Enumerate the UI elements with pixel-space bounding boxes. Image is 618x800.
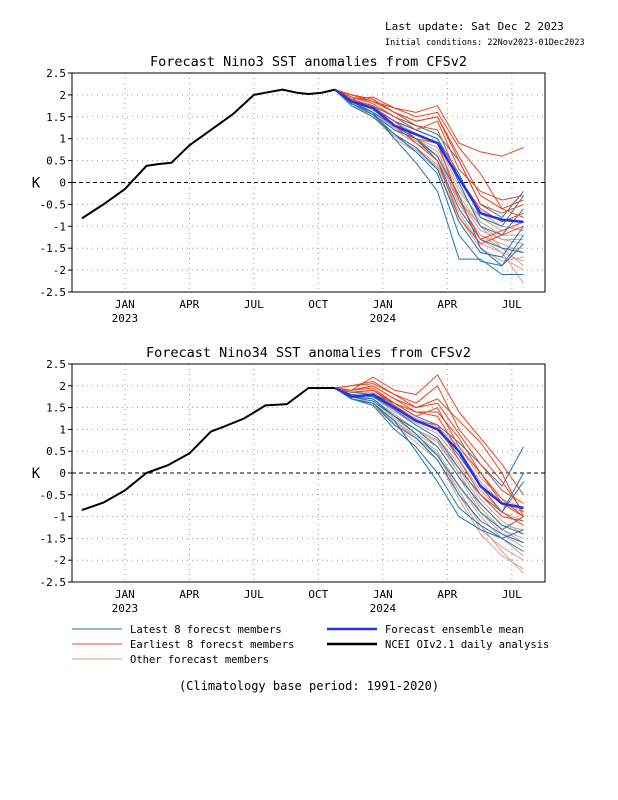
earliest-member-line — [334, 89, 524, 245]
observed-analysis-line — [81, 88, 336, 220]
x-tick-year-label: 2024 — [370, 602, 397, 615]
y-tick-label: -1 — [53, 511, 66, 524]
y-tick-label: 1.5 — [46, 111, 66, 124]
y-axis-label: K — [32, 176, 41, 192]
x-tick-year-label: 2024 — [370, 312, 397, 325]
x-tick-year-label: 2023 — [112, 602, 139, 615]
y-axis-label: K — [32, 466, 41, 482]
legend-label: Other forecast members — [130, 654, 269, 666]
earliest-member-line — [334, 383, 524, 504]
chart-title: Forecast Nino3 SST anomalies from CFSv2 — [150, 54, 467, 70]
x-tick-label: APR — [437, 588, 457, 601]
earliest-member-line — [334, 385, 524, 518]
y-tick-label: 0.5 — [46, 155, 66, 168]
x-tick-label: JUL — [244, 298, 264, 311]
x-tick-label: JUL — [502, 588, 522, 601]
y-tick-label: -0.5 — [40, 198, 67, 211]
x-tick-label: JAN — [373, 588, 393, 601]
x-tick-label: JAN — [373, 298, 393, 311]
legend-label: NCEI OIv2.1 daily analysis — [385, 639, 549, 651]
x-tick-label: JAN — [115, 588, 135, 601]
last-update-text: Last update: Sat Dec 2 2023 — [385, 20, 564, 33]
y-tick-label: 2.5 — [46, 358, 66, 371]
y-tick-label: 0 — [59, 467, 66, 480]
legend-label: Earliest 8 forecst members — [130, 639, 294, 651]
observed-analysis-line — [81, 387, 335, 512]
y-tick-label: -2 — [53, 554, 66, 567]
earliest-member-line — [334, 89, 524, 214]
y-tick-label: -1.5 — [40, 242, 67, 255]
y-tick-label: -2.5 — [40, 576, 67, 589]
chart-title: Forecast Nino34 SST anomalies from CFSv2 — [146, 345, 471, 361]
latest-member-line — [334, 89, 524, 267]
other-member-line — [334, 387, 524, 531]
legend-label: Forecast ensemble mean — [385, 624, 524, 636]
latest-member-line — [334, 387, 524, 539]
latest-member-line — [334, 387, 524, 544]
latest-member-line — [334, 387, 524, 535]
plot-frame — [71, 363, 546, 583]
nino34-chart: Forecast Nino34 SST anomalies from CFSv2… — [32, 345, 546, 615]
x-tick-label: OCT — [308, 588, 328, 601]
latest-member-line — [334, 387, 524, 531]
ensemble-mean-line — [334, 386, 524, 510]
x-tick-year-label: 2023 — [112, 312, 139, 325]
latest-member-line — [334, 89, 524, 267]
y-tick-label: -2 — [53, 264, 66, 277]
y-tick-label: 0.5 — [46, 445, 66, 458]
other-member-line — [334, 387, 524, 522]
initial-conditions-text: Initial conditions: 22Nov2023-01Dec2023 — [385, 38, 585, 48]
y-tick-label: 1 — [59, 133, 66, 146]
latest-member-line — [334, 387, 524, 487]
earliest-member-line — [334, 387, 524, 522]
x-tick-label: APR — [179, 588, 199, 601]
earliest-member-line — [334, 89, 524, 210]
y-tick-label: 1 — [59, 423, 66, 436]
y-tick-label: -0.5 — [40, 489, 67, 502]
y-tick-label: 1.5 — [46, 402, 66, 415]
x-tick-label: OCT — [308, 298, 328, 311]
x-tick-label: JUL — [502, 298, 522, 311]
plot-frame — [71, 72, 546, 293]
y-tick-label: 2 — [59, 380, 66, 393]
latest-member-line — [334, 89, 524, 258]
y-tick-label: 2 — [59, 89, 66, 102]
other-member-line — [334, 387, 524, 557]
other-member-line — [334, 89, 524, 245]
nino3-chart: Forecast Nino3 SST anomalies from CFSv2 K… — [32, 54, 546, 325]
earliest-member-line — [334, 387, 524, 526]
legend-label: Latest 8 forecst members — [130, 624, 282, 636]
other-member-line — [334, 387, 524, 574]
x-tick-label: APR — [437, 298, 457, 311]
earliest-member-line — [334, 89, 524, 201]
other-member-line — [334, 89, 524, 267]
y-tick-label: 2.5 — [46, 67, 66, 80]
other-member-line — [334, 387, 524, 535]
x-tick-label: JUL — [244, 588, 264, 601]
x-tick-label: APR — [179, 298, 199, 311]
y-tick-label: 0 — [59, 177, 66, 190]
latest-member-line — [334, 89, 524, 275]
climatology-footnote: (Climatology base period: 1991-2020) — [179, 679, 439, 693]
x-tick-label: JAN — [115, 298, 135, 311]
earliest-member-line — [334, 380, 524, 513]
legend: Latest 8 forecst members Earliest 8 forec… — [72, 624, 549, 666]
y-tick-label: -1 — [53, 220, 66, 233]
y-tick-label: -1.5 — [40, 532, 67, 545]
ensemble-mean-line — [334, 88, 524, 224]
other-member-line — [334, 89, 524, 249]
y-tick-label: -2.5 — [40, 286, 67, 299]
